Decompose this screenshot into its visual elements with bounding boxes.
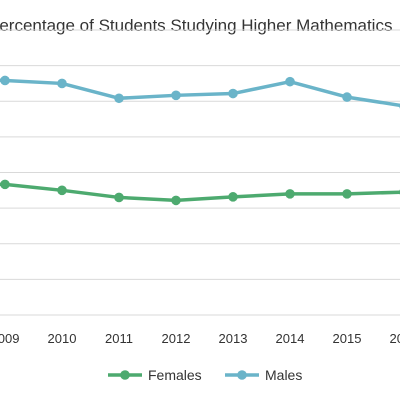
data-point-males — [114, 93, 124, 104]
x-tick-label: 2015 — [333, 331, 362, 346]
data-point-females — [342, 189, 352, 199]
data-point-females — [285, 189, 295, 199]
x-tick-label: 2012 — [162, 331, 191, 346]
legend: Females Males — [108, 367, 302, 383]
x-tick-label: 2011 — [105, 331, 133, 346]
data-point-males — [342, 92, 352, 102]
legend-marker-females — [120, 370, 130, 380]
gridlines — [0, 29, 400, 316]
data-point-males — [57, 78, 67, 89]
data-point-females — [171, 195, 181, 206]
legend-label-males: Males — [265, 367, 302, 383]
data-point-males — [228, 88, 238, 99]
data-point-females — [0, 179, 10, 190]
x-tick-label: 2016 — [390, 331, 400, 346]
x-tick-label: 2010 — [48, 331, 77, 346]
data-point-males — [171, 90, 181, 101]
data-point-females — [57, 185, 67, 196]
legend-marker-males — [237, 370, 247, 380]
x-tick-label: 2014 — [276, 331, 305, 346]
data-point-females — [114, 192, 124, 203]
data-point-males — [285, 76, 295, 87]
data-point-males — [0, 75, 10, 86]
x-axis-ticks: 200820092010201120122013201420152016 — [0, 331, 400, 346]
data-point-females — [228, 192, 238, 202]
legend-label-females: Females — [148, 367, 202, 383]
series-layer — [0, 75, 400, 206]
x-tick-label: 2013 — [219, 331, 248, 346]
x-tick-label: 2009 — [0, 331, 19, 346]
